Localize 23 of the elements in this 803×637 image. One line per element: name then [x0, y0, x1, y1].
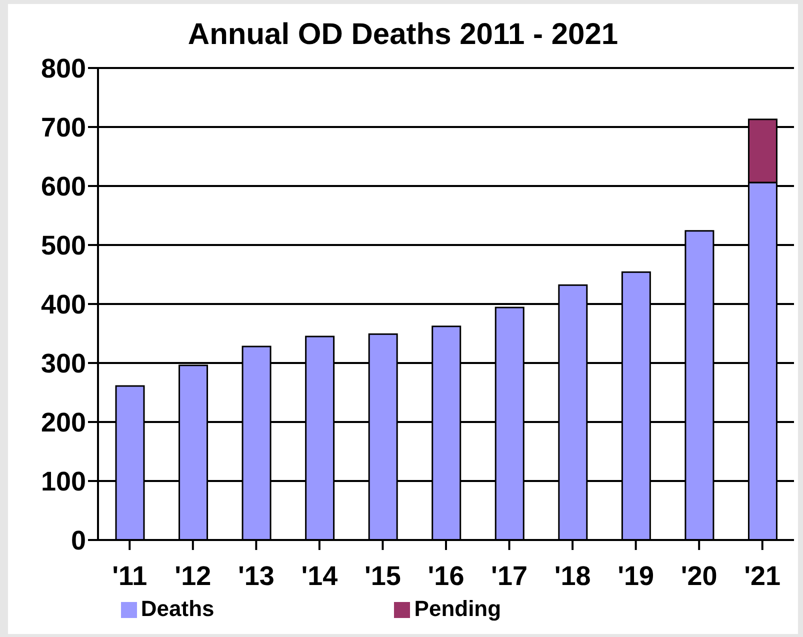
x-tick-label: '18: [554, 561, 591, 592]
y-tick-label: 500: [40, 230, 86, 261]
y-tick-label: 800: [40, 54, 86, 84]
x-tick-label: '19: [618, 561, 654, 592]
y-tick-label: 700: [40, 112, 86, 143]
x-tick-label: '13: [238, 561, 274, 592]
x-tick-label: '11: [112, 561, 148, 592]
y-tick-label: 100: [40, 466, 86, 497]
y-tick-label: 400: [40, 290, 86, 320]
legend-label: Pending: [414, 596, 502, 621]
x-tick-label: '17: [491, 561, 528, 592]
x-tick-label: '14: [301, 561, 338, 592]
x-tick-label: '21: [744, 561, 781, 592]
x-tick-label: '12: [174, 561, 212, 592]
x-tick-label: '20: [680, 561, 718, 592]
y-tick-label: 0: [70, 526, 86, 556]
x-tick-label: '15: [364, 561, 401, 592]
y-tick-label: 600: [40, 172, 86, 202]
chart-title: Annual OD Deaths 2011 - 2021: [186, 18, 620, 52]
legend-label: Deaths: [140, 596, 214, 621]
y-tick-label: 300: [40, 348, 86, 379]
x-tick-label: '16: [428, 561, 464, 592]
y-tick-label: 200: [40, 408, 86, 438]
